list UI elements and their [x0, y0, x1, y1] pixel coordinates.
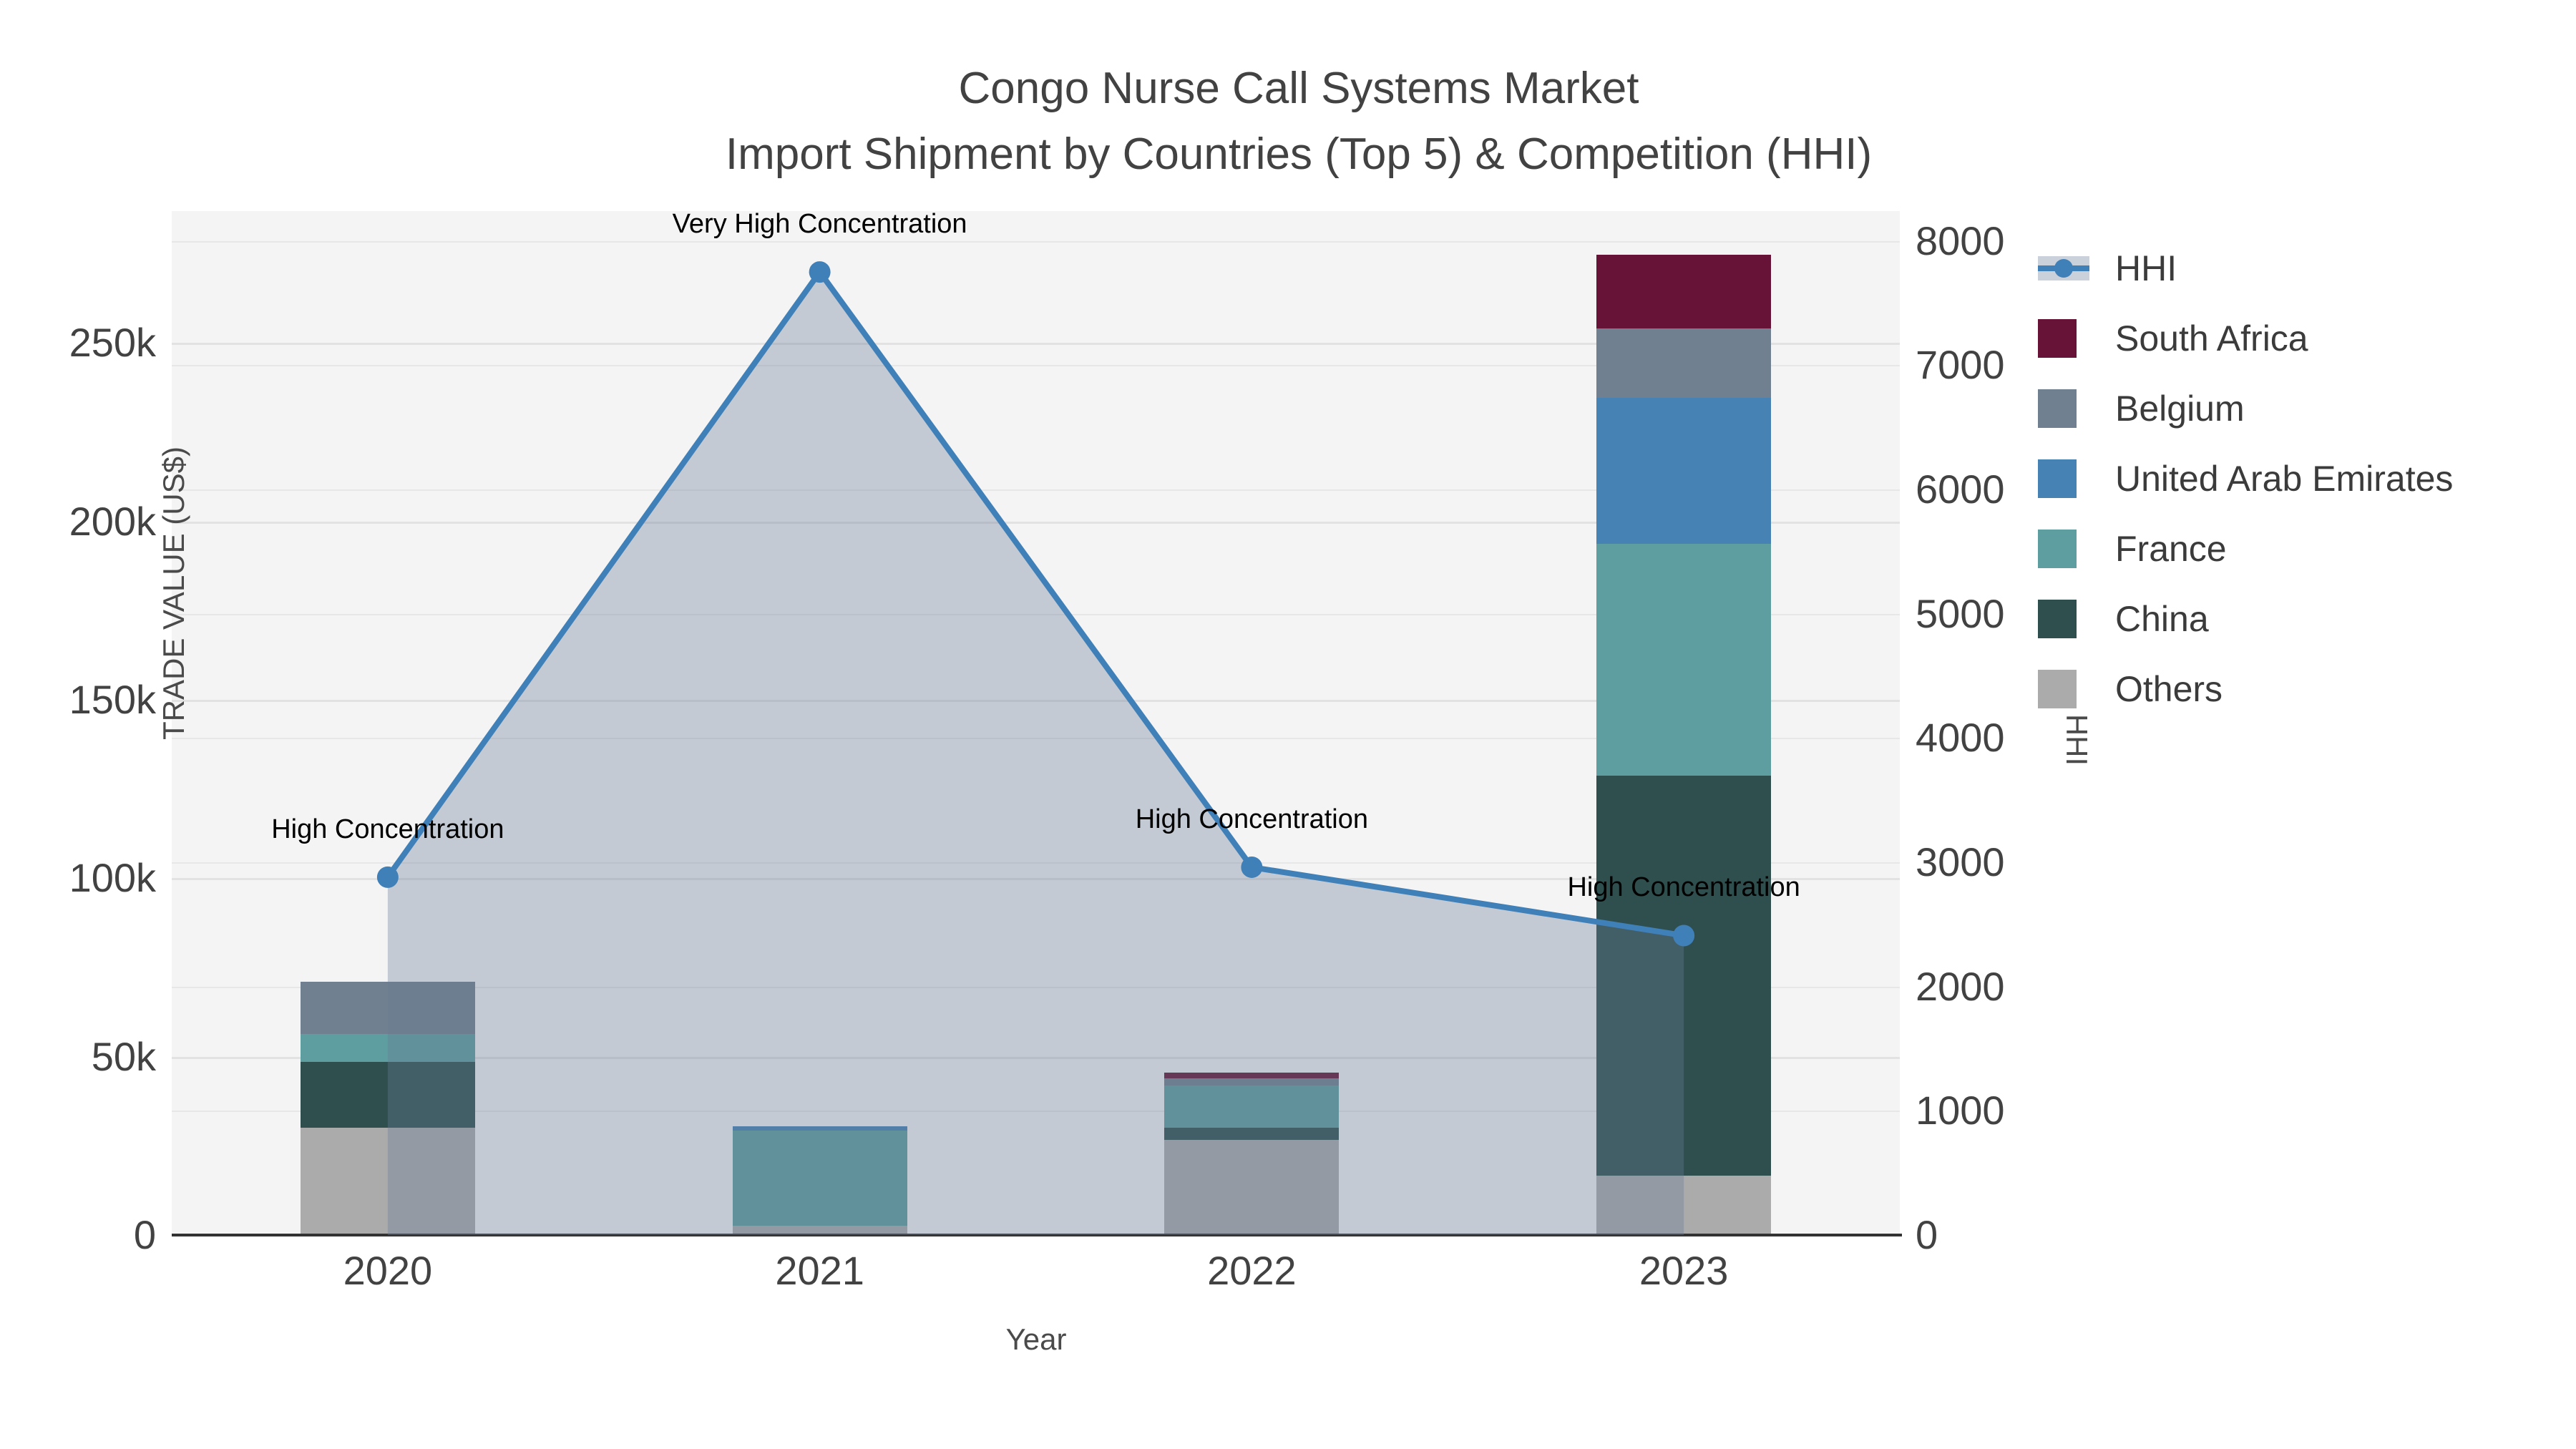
hhi-line-swatch-icon: [2038, 253, 2089, 284]
hhi-marker-2023[interactable]: [1673, 924, 1695, 947]
bar-segment-2022-south-africa[interactable]: [1164, 1072, 1340, 1078]
bar-segment-2020-france[interactable]: [300, 1034, 475, 1063]
bar-segment-2022-others[interactable]: [1164, 1139, 1340, 1235]
color-swatch-icon: [2038, 670, 2089, 708]
y-right-tick-2000: 2000: [1916, 963, 2005, 1009]
plot-area: [172, 211, 1900, 1235]
bar-segment-2020-belgium[interactable]: [300, 982, 475, 1035]
y-right-tick-5000: 5000: [1916, 590, 2005, 636]
y-right-tick-4000: 4000: [1916, 715, 2005, 761]
annotation-2020: High Concentration: [271, 814, 504, 844]
bar-segment-2022-belgium[interactable]: [1164, 1078, 1340, 1085]
y-left-tick-150k: 150k: [69, 677, 156, 723]
legend-item-others[interactable]: Others: [2038, 654, 2453, 724]
x-tick-2021: 2021: [775, 1248, 864, 1293]
bar-segment-2021-france[interactable]: [732, 1130, 907, 1226]
legend-label: South Africa: [2115, 318, 2308, 358]
y-left-tick-100k: 100k: [69, 855, 156, 901]
bar-segment-2023-china[interactable]: [1596, 776, 1772, 1176]
legend-label: Others: [2115, 669, 2223, 709]
gridline-hhi: [172, 986, 1900, 988]
bar-segment-2023-france[interactable]: [1596, 544, 1772, 776]
bar-segment-2023-others[interactable]: [1596, 1175, 1772, 1235]
bar-segment-2020-china[interactable]: [300, 1062, 475, 1128]
hhi-marker-2022[interactable]: [1241, 856, 1263, 878]
bar-segment-2020-others[interactable]: [300, 1128, 475, 1235]
annotation-2022: High Concentration: [1135, 804, 1369, 834]
chart-title-line2: Import Shipment by Countries (Top 5) & C…: [725, 130, 1873, 179]
legend-item-france[interactable]: France: [2038, 514, 2453, 584]
y-right-tick-3000: 3000: [1916, 839, 2005, 884]
hhi-marker-2020[interactable]: [376, 866, 399, 888]
annotation-2021: Very High Concentration: [672, 209, 967, 240]
gridline-trade-value: [172, 1056, 1900, 1059]
color-swatch-icon: [2038, 459, 2089, 498]
bar-segment-2023-united-arab-emirates[interactable]: [1596, 397, 1772, 545]
y-right-tick-6000: 6000: [1916, 467, 2005, 512]
y-left-tick-50k: 50k: [91, 1033, 156, 1079]
bar-segment-2021-united-arab-emirates[interactable]: [732, 1126, 907, 1131]
legend-label: France: [2115, 529, 2227, 569]
legend-item-south-africa[interactable]: South Africa: [2038, 303, 2453, 374]
legend: HHI South Africa Belgium United Arab Emirat…: [2038, 233, 2453, 724]
gridline-hhi: [172, 240, 1900, 243]
hhi-marker-2021[interactable]: [809, 261, 831, 283]
gridline-hhi: [172, 1111, 1900, 1113]
color-swatch-icon: [2038, 530, 2089, 568]
legend-item-hhi[interactable]: HHI: [2038, 233, 2453, 303]
x-tick-2023: 2023: [1639, 1248, 1729, 1293]
chart-title-line1: Congo Nurse Call Systems Market: [958, 64, 1639, 113]
color-swatch-icon: [2038, 319, 2089, 358]
color-swatch-icon: [2038, 389, 2089, 428]
legend-item-belgium[interactable]: Belgium: [2038, 374, 2453, 444]
y-right-tick-1000: 1000: [1916, 1088, 2005, 1133]
chart-title: Congo Nurse Call Systems Market Import S…: [0, 56, 2576, 187]
bar-segment-2021-others[interactable]: [732, 1226, 907, 1235]
bar-segment-2022-france[interactable]: [1164, 1085, 1340, 1128]
x-tick-2022: 2022: [1207, 1248, 1297, 1293]
y-right-tick-0: 0: [1916, 1212, 1938, 1257]
y-left-tick-0: 0: [133, 1212, 156, 1257]
bar-segment-2022-china[interactable]: [1164, 1127, 1340, 1140]
bar-segment-2023-belgium[interactable]: [1596, 328, 1772, 398]
legend-label: HHI: [2115, 248, 2177, 288]
annotation-2023: High Concentration: [1567, 872, 1800, 903]
x-tick-2020: 2020: [343, 1248, 433, 1293]
y-left-tick-250k: 250k: [69, 320, 156, 366]
x-axis-title: Year: [1005, 1322, 1067, 1356]
y-right-tick-8000: 8000: [1916, 218, 2005, 263]
legend-item-china[interactable]: China: [2038, 584, 2453, 654]
x-axis-line: [172, 1234, 1902, 1236]
y-left-axis-title: TRADE VALUE (US$): [156, 447, 190, 740]
color-swatch-icon: [2038, 600, 2089, 638]
y-left-tick-200k: 200k: [69, 498, 156, 544]
bar-segment-2023-south-africa[interactable]: [1596, 255, 1772, 328]
legend-label: United Arab Emirates: [2115, 459, 2454, 499]
legend-label: Belgium: [2115, 389, 2245, 429]
legend-label: China: [2115, 599, 2209, 639]
y-right-tick-7000: 7000: [1916, 342, 2005, 388]
legend-item-united-arab-emirates[interactable]: United Arab Emirates: [2038, 444, 2453, 514]
